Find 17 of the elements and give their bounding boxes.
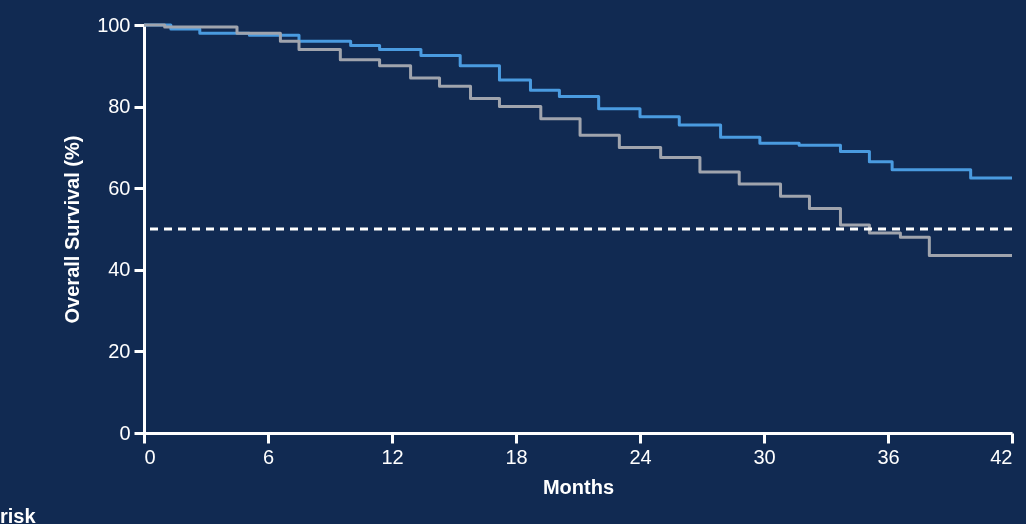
y-tick-label: 40 xyxy=(108,258,131,281)
y-tick-label: 100 xyxy=(97,13,131,36)
y-tick-label: 20 xyxy=(108,339,131,362)
x-tick-label: 12 xyxy=(381,445,404,468)
y-tick-label: 60 xyxy=(108,176,131,199)
x-tick-label: 24 xyxy=(629,445,652,468)
x-tick-label: 30 xyxy=(753,445,776,468)
y-tick-label: 80 xyxy=(108,95,131,118)
x-tick-label: 36 xyxy=(877,445,900,468)
x-axis-title: Months xyxy=(542,475,615,498)
y-axis-title: Overall Survival (%) xyxy=(61,135,84,324)
x-tick-label: 6 xyxy=(262,445,275,468)
text: risk xyxy=(0,505,37,524)
x-tick-label: 18 xyxy=(505,445,528,468)
x-tick-label: 42 xyxy=(990,445,1013,468)
y-tick-label: 0 xyxy=(119,421,131,444)
x-tick-label: 0 xyxy=(144,445,156,468)
